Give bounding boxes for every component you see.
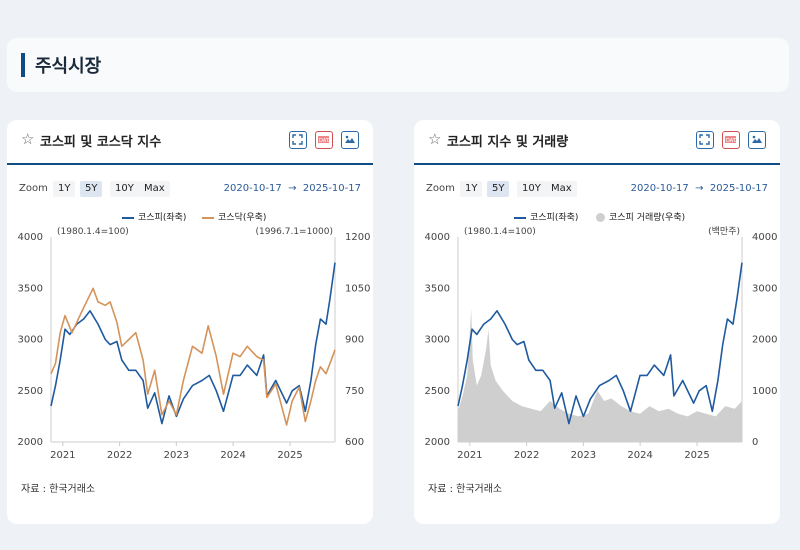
right-axis-tick-label: 2000 [752, 335, 777, 346]
svg-text:DATA: DATA [319, 138, 331, 144]
zoom-10y-button[interactable]: 10Y [110, 181, 139, 197]
section-title: 주식시장 [35, 56, 102, 77]
right-axis-tick-label: 900 [345, 335, 364, 346]
legend-label: 코스닥(우축) [218, 213, 267, 223]
left-axis-tick-label: 3000 [425, 335, 450, 346]
zoom-max-button[interactable]: Max [546, 181, 577, 197]
left-axis-tick-label: 4000 [425, 232, 450, 243]
zoom-label: Zoom [19, 183, 48, 194]
legend-label: 코스피 거래량(우축) [609, 213, 686, 223]
left-axis-tick-label: 3500 [425, 283, 450, 294]
image-download-icon[interactable] [748, 131, 766, 149]
x-axis-tick-label: 2024 [627, 450, 652, 461]
zoom-5y-button[interactable]: 5Y [80, 181, 103, 197]
star-icon[interactable]: ☆ [21, 130, 35, 148]
panel-header: ☆ 코스피 및 코스닥 지수 DATA [7, 120, 373, 165]
zoom-1y-button[interactable]: 1Y [460, 181, 483, 197]
panel-title: 코스피 지수 및 거래량 [447, 135, 569, 150]
legend-item-kosdaq[interactable]: 코스닥(우축) [202, 210, 266, 223]
left-axis-tick-label: 4000 [18, 232, 43, 243]
date-from[interactable]: 2020-10-17 [223, 183, 282, 194]
series-line-kospi [457, 262, 743, 425]
x-axis-tick-label: 2021 [457, 450, 482, 461]
source-note: 자료 : 한국거래소 [428, 484, 503, 495]
section-title-bar [21, 53, 25, 77]
legend-item-volume[interactable]: 코스피 거래량(우축) [596, 210, 685, 223]
left-axis-note: (1980.1.4=100) [57, 227, 129, 237]
zoom-max-button[interactable]: Max [139, 181, 170, 197]
zoom-10y-button[interactable]: 10Y [517, 181, 546, 197]
panel-title: 코스피 및 코스닥 지수 [40, 135, 162, 150]
left-axis-tick-label: 2500 [425, 386, 450, 397]
x-axis-tick-label: 2025 [277, 450, 302, 461]
zoom-label: Zoom [426, 183, 455, 194]
x-axis-tick-label: 2025 [684, 450, 709, 461]
panel-tools: DATA [289, 131, 359, 149]
series-area-volume [458, 308, 742, 442]
date-from[interactable]: 2020-10-17 [630, 183, 689, 194]
date-range[interactable]: 2020-10-17 → 2025-10-17 [631, 183, 768, 194]
left-axis-tick-label: 3500 [18, 283, 43, 294]
right-axis-tick-label: 3000 [752, 283, 777, 294]
legend-line-icon [514, 216, 526, 219]
x-axis-tick-label: 2021 [50, 450, 75, 461]
zoom-5y-button[interactable]: 5Y [487, 181, 510, 197]
left-axis-note: (1980.1.4=100) [464, 227, 536, 237]
legend-line-icon [202, 216, 214, 219]
date-to[interactable]: 2025-10-17 [302, 183, 361, 194]
left-axis-tick-label: 2000 [425, 437, 450, 448]
right-axis-tick-label: 1050 [345, 283, 370, 294]
x-axis-tick-label: 2023 [164, 450, 189, 461]
panel-header: ☆ 코스피 지수 및 거래량 DATA [414, 120, 780, 165]
legend-label: 코스피(좌축) [138, 213, 187, 223]
date-range[interactable]: 2020-10-17 → 2025-10-17 [224, 183, 361, 194]
left-axis-tick-label: 2000 [18, 437, 43, 448]
date-arrow: → [695, 183, 704, 194]
chart-panel-kospi-kosdaq: ☆ 코스피 및 코스닥 지수 DATA Zoom 1Y 5Y 10Y Max 2… [7, 120, 373, 524]
x-axis-tick-label: 2024 [220, 450, 245, 461]
svg-text:DATA: DATA [726, 138, 738, 144]
series-line-kospi [50, 262, 336, 425]
x-axis-tick-label: 2023 [571, 450, 596, 461]
legend-dot-icon [596, 213, 605, 222]
image-download-icon[interactable] [341, 131, 359, 149]
x-axis-tick-label: 2022 [107, 450, 132, 461]
right-axis-tick-label: 0 [752, 437, 758, 448]
series-line-kosdaq [50, 287, 336, 426]
legend-label: 코스피(좌축) [530, 213, 579, 223]
left-axis-tick-label: 3000 [18, 335, 43, 346]
star-icon[interactable]: ☆ [428, 130, 442, 148]
fullscreen-icon[interactable] [696, 131, 714, 149]
section-header: 주식시장 [7, 38, 789, 92]
date-to[interactable]: 2025-10-17 [709, 183, 768, 194]
kospi-volume-chart: 2000 2500 3000 3500 4000 0 1000 2000 3000 4000 202… [425, 226, 778, 461]
right-axis-tick-label: 750 [345, 386, 364, 397]
source-note: 자료 : 한국거래소 [21, 484, 96, 495]
kospi-kosdaq-chart: 2000 2500 3000 3500 4000 600 750 900 1050 1200 202… [18, 227, 371, 461]
data-download-icon[interactable]: DATA [722, 131, 740, 149]
zoom-1y-button[interactable]: 1Y [53, 181, 76, 197]
data-download-icon[interactable]: DATA [315, 131, 333, 149]
x-axis-tick-label: 2022 [514, 450, 539, 461]
right-axis-tick-label: 1000 [752, 386, 777, 397]
right-axis-note: (백만주) [708, 226, 740, 237]
date-arrow: → [288, 183, 297, 194]
legend-item-kospi[interactable]: 코스피(좌축) [514, 210, 578, 223]
fullscreen-icon[interactable] [289, 131, 307, 149]
right-axis-tick-label: 600 [345, 437, 364, 448]
legend-item-kospi[interactable]: 코스피(좌축) [122, 210, 186, 223]
right-axis-note: (1996.7.1=1000) [255, 227, 333, 237]
chart-panel-kospi-volume: ☆ 코스피 지수 및 거래량 DATA Zoom 1Y 5Y 10Y Max 2… [414, 120, 780, 524]
legend-line-icon [122, 216, 134, 219]
left-axis-tick-label: 2500 [18, 386, 43, 397]
right-axis-tick-label: 1200 [345, 232, 370, 243]
zoom-controls: Zoom 1Y 5Y 10Y Max 2020-10-17 → 2025-10-… [19, 181, 361, 199]
panel-tools: DATA [696, 131, 766, 149]
right-axis-tick-label: 4000 [752, 232, 777, 243]
zoom-controls: Zoom 1Y 5Y 10Y Max 2020-10-17 → 2025-10-… [426, 181, 768, 199]
